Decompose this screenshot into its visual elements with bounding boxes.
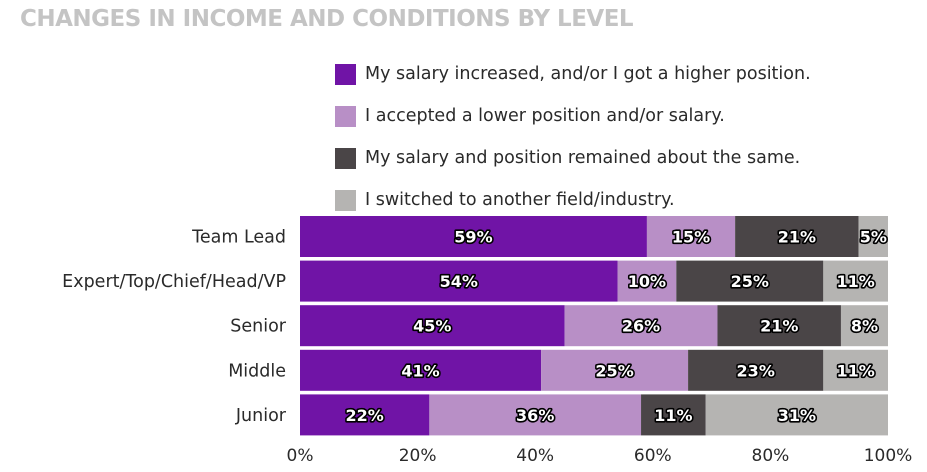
bar-segment — [300, 216, 647, 257]
chart-title: CHANGES IN INCOME AND CONDITIONS BY LEVE… — [20, 6, 634, 32]
data-label: 10% — [628, 272, 666, 291]
data-label: 5% — [860, 228, 887, 247]
data-label: 25% — [595, 361, 633, 380]
data-label: 25% — [731, 272, 769, 291]
bar-segment — [676, 260, 824, 302]
data-label: 36% — [516, 406, 554, 425]
legend-label: I accepted a lower position and/or salar… — [365, 106, 725, 126]
bar-segment — [688, 349, 824, 391]
x-tick-label: 100% — [864, 446, 913, 466]
data-label: 11% — [654, 406, 692, 425]
data-label: 31% — [778, 406, 816, 425]
data-label: 26% — [622, 317, 660, 336]
bar-segment — [823, 260, 888, 302]
legend-swatch — [335, 105, 356, 127]
x-tick-label: 0% — [287, 446, 314, 466]
bar-segment — [300, 394, 430, 436]
category-label: Junior — [235, 406, 287, 426]
bar-segment — [641, 394, 706, 436]
data-label: 45% — [413, 317, 451, 336]
legend-item: I accepted a lower position and/or salar… — [335, 95, 811, 137]
x-tick-label: 80% — [752, 446, 790, 466]
bar-segment — [429, 394, 642, 436]
data-label: 41% — [401, 361, 439, 380]
bar-segment — [823, 349, 888, 391]
bar-segment — [617, 260, 677, 302]
data-label: 21% — [778, 228, 816, 247]
data-label: 23% — [737, 361, 775, 380]
legend-swatch — [335, 147, 356, 169]
legend-label: My salary and position remained about th… — [365, 148, 801, 168]
bar-segment — [858, 216, 888, 257]
category-label: Expert/Top/Chief/Head/VP — [62, 272, 286, 292]
bar-segment — [717, 305, 841, 347]
legend-item: My salary increased, and/or I got a high… — [335, 53, 811, 95]
data-label: 21% — [760, 317, 798, 336]
legend: My salary increased, and/or I got a high… — [335, 53, 811, 221]
legend-label: My salary increased, and/or I got a high… — [365, 64, 811, 84]
x-tick-label: 20% — [399, 446, 437, 466]
data-label: 22% — [346, 406, 384, 425]
category-label: Team Lead — [191, 228, 286, 248]
data-label: 15% — [672, 228, 710, 247]
x-tick-label: 40% — [516, 446, 554, 466]
legend-item: I switched to another field/industry. — [335, 179, 811, 221]
category-label: Senior — [230, 317, 287, 337]
data-label: 11% — [837, 272, 875, 291]
data-label: 54% — [440, 272, 478, 291]
bar-segment — [840, 305, 888, 347]
bar-segment — [564, 305, 718, 347]
bar-segment — [646, 216, 736, 257]
bar-segment — [300, 349, 542, 391]
data-label: 8% — [851, 317, 878, 336]
bar-segment — [735, 216, 859, 257]
bar-segment — [705, 394, 888, 436]
category-label: Middle — [228, 361, 286, 381]
legend-label: I switched to another field/industry. — [365, 190, 675, 210]
bar-segment — [541, 349, 689, 391]
legend-item: My salary and position remained about th… — [335, 137, 811, 179]
legend-swatch — [335, 189, 356, 211]
data-label: 11% — [837, 361, 875, 380]
legend-swatch — [335, 63, 356, 85]
data-label: 59% — [454, 228, 492, 247]
bar-segment — [300, 305, 565, 347]
bar-segment — [300, 260, 618, 302]
x-tick-label: 60% — [634, 446, 672, 466]
